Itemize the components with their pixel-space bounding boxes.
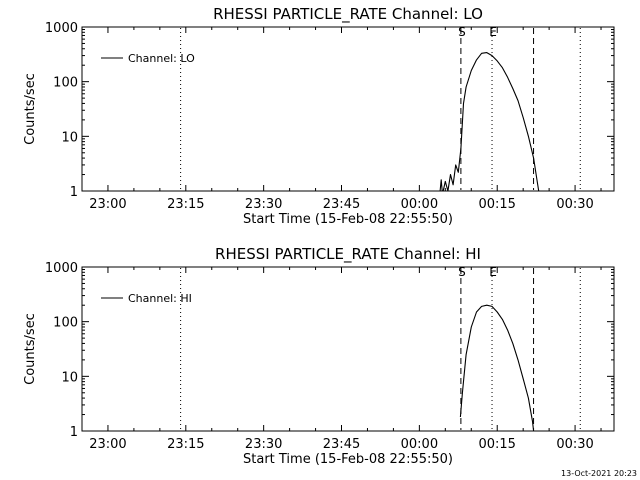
marker-label-s: S	[458, 25, 466, 39]
y-tick-label: 1	[70, 425, 78, 440]
series-line	[459, 304, 535, 432]
y-tick-label: 100	[53, 316, 78, 331]
x-tick-label: 00:30	[556, 197, 593, 212]
x-axis-label: Start Time (15-Feb-08 22:55:50)	[243, 212, 453, 227]
x-tick-label: 00:15	[478, 197, 515, 212]
chart-panel-1	[81, 26, 615, 192]
y-tick-label: 1000	[45, 261, 78, 276]
legend-label: Channel: LO	[128, 52, 195, 65]
x-tick-label: 23:45	[323, 437, 360, 452]
x-tick-label: 23:30	[245, 197, 282, 212]
x-tick-label: 00:00	[401, 437, 438, 452]
y-tick-label: 10	[61, 130, 78, 145]
x-tick-label: 00:00	[401, 197, 438, 212]
y-tick-label: 100	[53, 76, 78, 91]
y-axis-label: Counts/sec	[23, 73, 38, 145]
x-tick-label: 23:00	[89, 437, 126, 452]
marker-label-e: E	[489, 25, 497, 39]
plot-frame	[81, 266, 615, 432]
x-tick-label: 23:00	[89, 197, 126, 212]
y-tick-label: 1000	[45, 21, 78, 36]
x-tick-label: 23:30	[245, 437, 282, 452]
x-tick-label: 00:15	[478, 437, 515, 452]
legend-label: Channel: HI	[128, 292, 192, 305]
chart-title: RHESSI PARTICLE_RATE Channel: HI	[215, 245, 481, 264]
x-tick-label: 23:15	[167, 197, 204, 212]
chart-panel-2	[81, 266, 615, 432]
plot-frame	[81, 26, 615, 192]
x-tick-label: 00:30	[556, 437, 593, 452]
chart-title: RHESSI PARTICLE_RATE Channel: LO	[213, 5, 483, 24]
marker-label-s: S	[458, 265, 466, 279]
y-tick-label: 1	[70, 185, 78, 200]
y-tick-label: 10	[61, 370, 78, 385]
x-tick-label: 23:45	[323, 197, 360, 212]
series-line	[439, 52, 540, 192]
x-tick-label: 23:15	[167, 437, 204, 452]
generation-timestamp: 13-Oct-2021 20:23	[561, 469, 637, 478]
y-axis-label: Counts/sec	[23, 313, 38, 385]
marker-label-e: E	[489, 265, 497, 279]
x-axis-label: Start Time (15-Feb-08 22:55:50)	[243, 452, 453, 467]
